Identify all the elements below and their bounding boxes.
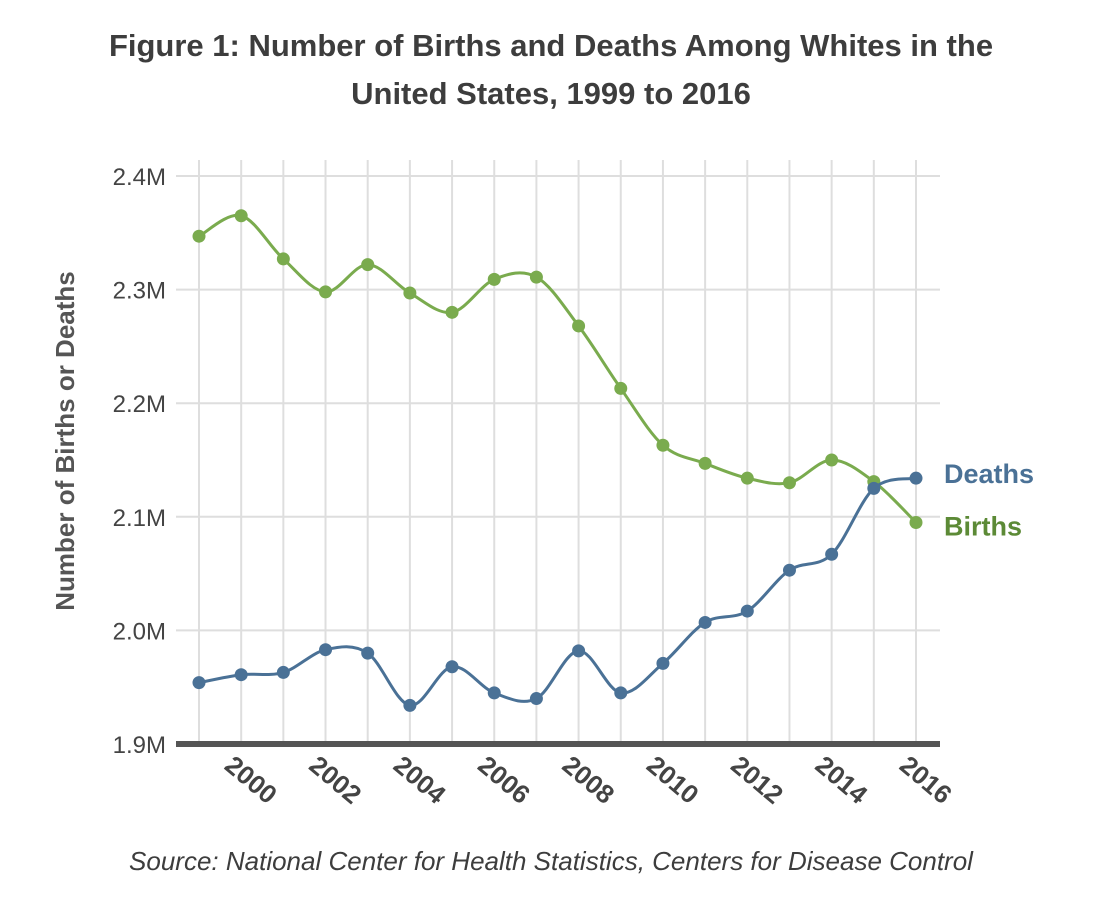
x-tick-label: 2014 (810, 750, 874, 811)
x-tick-label: 2016 (894, 750, 958, 810)
x-tick-label: 2000 (219, 750, 283, 810)
births-point (825, 453, 839, 467)
deaths-point (192, 676, 206, 690)
births-point (319, 285, 333, 299)
y-tick-label: 2.0M (113, 618, 166, 645)
deaths-point (487, 686, 501, 700)
deaths-point (445, 660, 459, 674)
y-axis-title: Number of Births or Deaths (50, 271, 80, 611)
y-tick-label: 2.1M (113, 505, 166, 532)
x-tick-label: 2006 (472, 750, 536, 810)
series-labels: Births Deaths (944, 459, 1034, 541)
births-series-label: Births (944, 511, 1022, 541)
births-point (614, 381, 628, 395)
deaths-point (234, 668, 248, 682)
births-line (198, 213, 918, 524)
births-point (403, 286, 417, 300)
deaths-point (867, 481, 881, 495)
y-tick-label: 2.3M (113, 278, 166, 305)
births-point (782, 476, 796, 490)
births-point (487, 272, 501, 286)
gridlines (176, 160, 940, 744)
births-point (276, 252, 290, 266)
y-tick-label: 2.4M (113, 164, 166, 191)
x-tick-label: 2008 (557, 750, 621, 810)
deaths-point (361, 646, 375, 660)
deaths-point (909, 471, 923, 485)
births-point (445, 305, 459, 319)
deaths-point (529, 692, 543, 706)
chart-title-line-1: Figure 1: Number of Births and Deaths Am… (108, 28, 994, 63)
births-point (572, 319, 586, 333)
births-point (192, 229, 206, 243)
deaths-point (825, 547, 839, 561)
births-point (740, 471, 754, 485)
deaths-point (276, 665, 290, 679)
x-tick-label: 2012 (725, 750, 789, 810)
deaths-point (403, 698, 417, 712)
y-tick-label: 1.9M (113, 732, 166, 759)
deaths-series-label: Deaths (944, 459, 1034, 489)
y-tick-label: 2.2M (113, 391, 166, 418)
births-point (234, 209, 248, 223)
deaths-point (572, 644, 586, 658)
series (192, 209, 923, 712)
deaths-point (698, 615, 712, 629)
deaths-point (740, 604, 754, 618)
deaths-point (319, 643, 333, 657)
x-tick-label: 2002 (304, 750, 368, 810)
births-point (656, 438, 670, 452)
chart-title-line-2: United States, 1999 to 2016 (351, 76, 751, 111)
x-tick-label: 2010 (641, 750, 705, 810)
deaths-point (614, 686, 628, 700)
births-point (529, 270, 543, 284)
axes: 1.9M 2.0M 2.1M 2.2M 2.3M 2.4M 2000 2002 2004 2006… (50, 164, 958, 810)
chart-title: Figure 1: Number of Births and Deaths Am… (0, 22, 1102, 118)
deaths-point (782, 563, 796, 577)
x-tick-label: 2004 (388, 750, 452, 811)
deaths-line (198, 476, 917, 707)
births-point (361, 258, 375, 272)
source-note: Source: National Center for Health Stati… (129, 846, 973, 876)
deaths-point (656, 656, 670, 670)
births-point (698, 456, 712, 470)
births-point (909, 515, 923, 529)
